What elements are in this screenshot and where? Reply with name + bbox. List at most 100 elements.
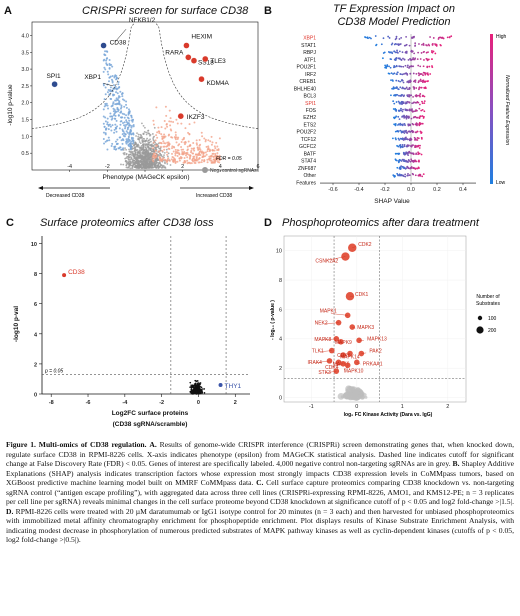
panel-b-shap-point <box>397 137 400 140</box>
panel-a-point-grey <box>125 164 128 167</box>
panel-b-shap-point <box>407 117 410 119</box>
panel-a-point-grey <box>123 152 126 154</box>
panel-a-point-negative <box>102 131 105 134</box>
caption-c-label: C. <box>256 478 264 487</box>
panel-b-shap-point <box>392 66 395 69</box>
panel-a-legend-text: Neg. control sgRNAs <box>210 168 257 174</box>
panel-a-point-grey <box>142 146 144 149</box>
panel-b-shap-point <box>439 36 441 39</box>
panel-a-point-negative <box>118 85 121 88</box>
panel-a-gene-point <box>100 42 107 49</box>
panel-d-kinase-point <box>354 359 360 366</box>
panel-a-point-negative <box>109 86 112 89</box>
panel-b-feature-label: BHLHE40 <box>294 86 316 92</box>
panel-a-point-grey <box>152 138 154 140</box>
panel-a-point-positive <box>189 156 192 159</box>
panel-a-gene-label: XBP1 <box>84 74 101 81</box>
panel-a-point-grey <box>163 152 166 154</box>
panel-a-point-positive <box>156 136 159 139</box>
panel-b-shap-point <box>397 152 400 155</box>
panel-a-point-grey <box>155 161 158 164</box>
panel-a-point-grey <box>143 148 146 151</box>
panel-a-point-negative <box>130 126 133 129</box>
panel-b-shap-point <box>405 86 408 89</box>
panel-a-point-negative <box>106 104 109 107</box>
panel-a-point-positive <box>207 139 210 142</box>
panel-a-xtick-label: 4 <box>219 164 222 170</box>
panel-b-feature-label: EZH2 <box>303 115 316 121</box>
panel-b-shap-point <box>414 101 417 104</box>
panel-a-point-positive <box>214 155 217 158</box>
panel-a-point-positive <box>168 120 171 123</box>
panel-b-shap-point <box>417 72 420 75</box>
panel-a-point-grey <box>125 153 128 156</box>
panel-a-point-positive <box>163 120 166 123</box>
panel-a-point-grey <box>145 133 148 136</box>
panel-a-point-negative <box>112 94 115 97</box>
panel-a-point-positive <box>154 149 157 152</box>
panel-a-point-grey <box>167 152 170 155</box>
panel-b-colorbar <box>490 34 493 184</box>
panel-a-point-positive <box>173 157 176 160</box>
panel-b-shap-point <box>412 58 415 61</box>
panel-c-xlabel-1: Log2FC surface proteins <box>112 410 189 417</box>
panel-a-point-negative <box>111 104 114 107</box>
panel-a-point-negative <box>114 114 117 117</box>
panel-c-highlight-point <box>218 382 223 387</box>
panel-a-point-positive <box>155 144 158 147</box>
panel-a-ytick-label: 2.0 <box>21 101 29 107</box>
panel-b-shap-point <box>393 116 395 119</box>
panel-a-point-grey <box>135 135 137 137</box>
panel-a-point-positive <box>152 160 155 163</box>
panel-b-shap-point <box>416 130 419 133</box>
panel-c-point <box>195 380 198 383</box>
panel-a-point-positive <box>209 159 212 162</box>
panel-a-point-grey <box>152 139 155 142</box>
panel-a-point-positive <box>154 139 157 142</box>
panel-a-gene-point <box>185 54 192 61</box>
panel-b-shap-point <box>437 38 440 40</box>
panel-a-point-grey <box>130 157 133 160</box>
panel-a-point-negative <box>120 93 123 96</box>
caption-a-text: Results of genome-wide CRISPR interferen… <box>6 440 514 468</box>
panel-a-point-negative <box>117 83 120 86</box>
panel-c-point <box>193 389 196 391</box>
panel-b-shap-point <box>401 124 404 127</box>
panel-a-point-negative <box>114 110 117 113</box>
panel-a-fdr-line-negative <box>31 23 134 129</box>
panel-c-xlabel-2: (CD38 sgRNA/scramble) <box>113 421 188 428</box>
panel-a-point-negative <box>119 107 122 110</box>
panel-d-ytick-label: 6 <box>279 307 282 313</box>
panel-a-point-positive <box>172 120 175 123</box>
panel-b-shap-point <box>397 115 400 118</box>
panel-b-shap-point <box>398 65 401 68</box>
panel-d-kinase-pointer <box>324 322 339 325</box>
panel-b-shap-point <box>396 93 399 96</box>
panel-a-point-grey <box>169 164 172 166</box>
panel-b-xtick-label: -0.2 <box>380 187 389 193</box>
panel-a-point-positive <box>155 153 158 156</box>
panel-b-shap-point <box>399 146 402 149</box>
panel-b-shap-point <box>398 158 401 161</box>
panel-a-point-grey <box>153 126 156 129</box>
panel-a-point-negative <box>117 96 120 99</box>
panel-a-point-negative <box>109 112 112 115</box>
panel-a-point-negative <box>121 116 124 119</box>
panel-a-point-negative <box>108 67 111 70</box>
panel-a-point-negative <box>112 84 115 87</box>
panel-a-point-negative <box>114 85 117 88</box>
panel-b-shap-point <box>366 36 369 39</box>
panel-b-shap-point <box>406 88 409 91</box>
panel-b-shap-point <box>402 101 405 104</box>
panel-a-point-negative <box>112 110 115 113</box>
panel-a-point-positive <box>184 154 187 157</box>
panel-a-point-positive <box>216 158 219 161</box>
panel-c-point <box>191 385 194 387</box>
panel-b-shap-point <box>402 65 405 68</box>
panel-a-point-grey <box>158 162 161 165</box>
panel-b-feature-label: POU2F1 <box>297 65 317 71</box>
panel-b-shap-point <box>400 65 403 68</box>
panel-a-point-grey <box>128 160 131 163</box>
panel-b-shap-point <box>397 100 400 103</box>
panel-b-shap-point <box>448 36 451 39</box>
